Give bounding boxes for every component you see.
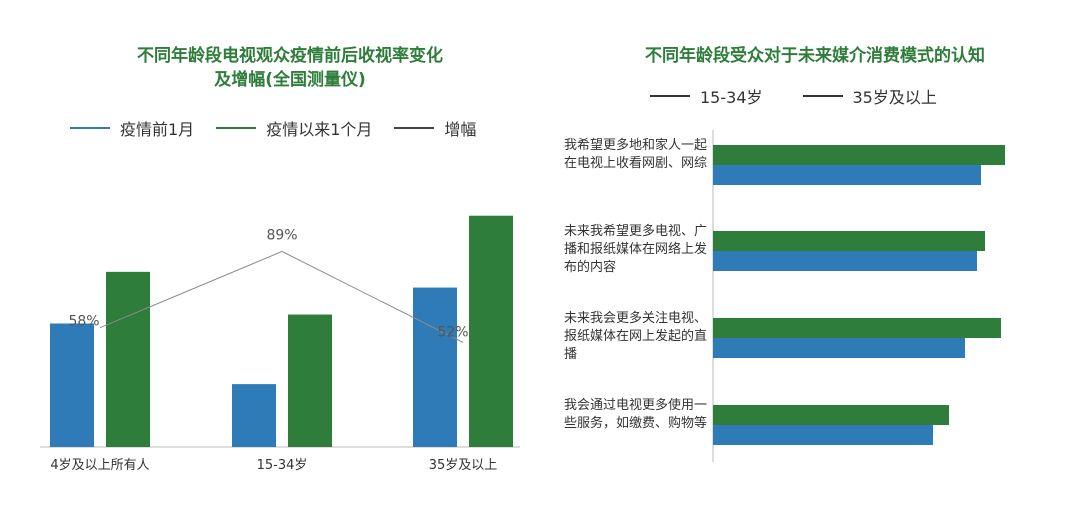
- legend-swatch-after: [216, 127, 257, 129]
- legend-label-15-34: 15-34岁: [700, 88, 763, 107]
- legend-item-15-34: 15-34岁: [650, 84, 763, 108]
- legend-swatch-before: [70, 127, 110, 129]
- bar-after-0: [106, 271, 150, 447]
- chart-media-perception: 不同年龄段受众对于未来媒介消费模式的认知 15-34岁 35岁及以上 我希望更多…: [540, 0, 1080, 530]
- growth-label-1: 89%: [266, 227, 297, 243]
- chart1-title: 不同年龄段电视观众疫情前后收视率变化: [137, 46, 443, 66]
- legend-item-growth: 增幅: [394, 116, 476, 140]
- chart1-plot: 4岁及以上所有人 15-34岁 35岁及以上 58% 89% 52%: [40, 215, 520, 473]
- hbar-35plus-1: [713, 231, 985, 251]
- hbar-15-34-0: [713, 165, 981, 185]
- bar-before-1: [232, 384, 276, 447]
- hbar-35plus-3: [713, 405, 949, 425]
- legend-swatch-growth: [394, 127, 435, 129]
- legend-item-before: 疫情前1月: [70, 116, 194, 140]
- hbar-35plus-2: [713, 318, 1001, 338]
- chart-viewing-rate: 不同年龄段电视观众疫情前后收视率变化 及增幅(全国测量仪) 疫情前1月 疫情以来…: [40, 44, 520, 473]
- legend-label-growth: 增幅: [444, 120, 477, 139]
- chart1-subtitle: 及增幅(全国测量仪): [214, 70, 366, 90]
- x-tick-label-1: 15-34岁: [257, 458, 308, 473]
- chart2-legend: 15-34岁 35岁及以上: [650, 84, 959, 108]
- bar-after-2: [469, 215, 513, 447]
- bar-before-0: [50, 323, 94, 447]
- y-category-label-3: 我会通过电视更多使用一些服务，如缴费、购物等: [564, 398, 708, 431]
- hbar-35plus-0: [713, 145, 1005, 165]
- growth-label-0: 58%: [68, 314, 99, 330]
- y-category-label-1: 未来我希望更多电视、广播和报纸媒体在网络上发布的内容: [564, 224, 708, 275]
- hbar-15-34-1: [713, 251, 977, 271]
- bar-before-2: [413, 287, 457, 447]
- legend-label-before: 疫情前1月: [120, 120, 195, 139]
- legend-swatch-35plus: [802, 95, 843, 97]
- chart1-title-block: 不同年龄段电视观众疫情前后收视率变化 及增幅(全国测量仪): [60, 44, 520, 92]
- chart1-legend: 疫情前1月 疫情以来1个月 增幅: [70, 116, 498, 140]
- legend-label-after: 疫情以来1个月: [266, 120, 373, 139]
- x-tick-label-2: 35岁及以上: [429, 458, 498, 473]
- bar-after-1: [288, 314, 332, 447]
- legend-label-35plus: 35岁及以上: [852, 88, 937, 107]
- legend-item-after: 疫情以来1个月: [216, 116, 372, 140]
- chart2-plot: [712, 130, 1005, 462]
- chart2-title: 不同年龄段受众对于未来媒介消费模式的认知: [645, 46, 985, 66]
- legend-swatch-15-34: [650, 95, 690, 97]
- legend-item-35plus: 35岁及以上: [802, 84, 937, 108]
- y-category-label-2: 未来我会更多关注电视、报纸媒体在网上发起的直播: [564, 311, 708, 362]
- x-tick-label-0: 4岁及以上所有人: [50, 458, 149, 473]
- hbar-15-34-2: [713, 338, 965, 358]
- hbar-15-34-3: [713, 425, 933, 445]
- growth-line: [99, 250, 464, 343]
- growth-label-2: 52%: [437, 324, 468, 340]
- y-category-label-0: 我希望更多地和家人一起在电视上收看网剧、网综: [564, 138, 708, 171]
